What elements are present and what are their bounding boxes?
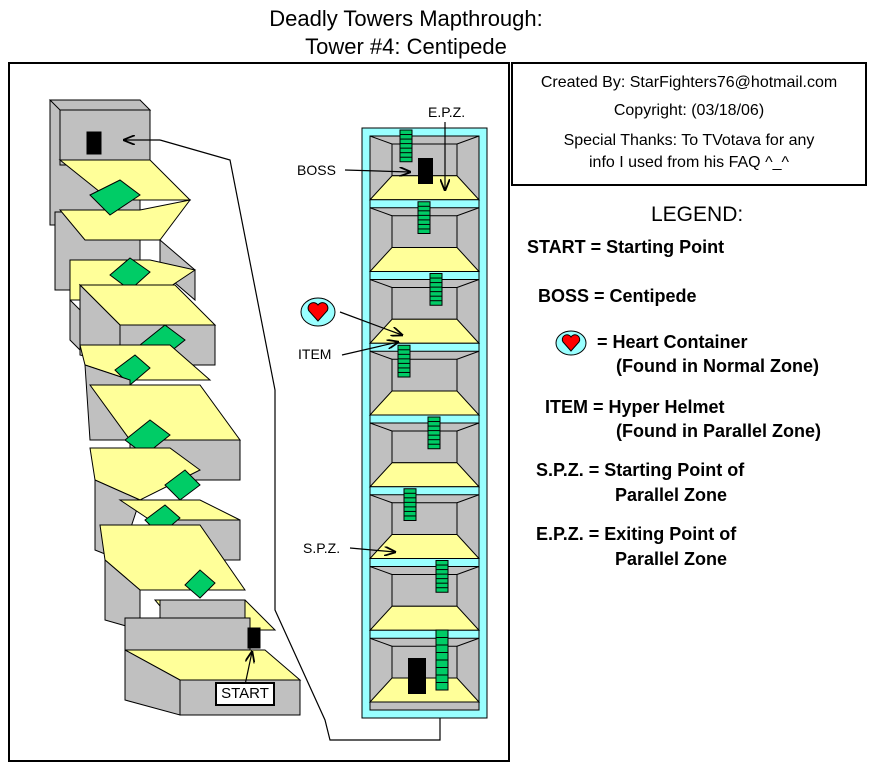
top-door-icon xyxy=(86,131,102,155)
start-label: START xyxy=(215,682,275,706)
start-door-icon xyxy=(247,627,261,649)
floor-divider xyxy=(369,629,480,639)
stairs-ladder xyxy=(435,560,449,593)
floor-back-wall xyxy=(391,502,458,535)
copyright-text: Copyright: (03/18/06) xyxy=(613,102,765,119)
map-heart-icon xyxy=(300,297,336,327)
stairs-ladder xyxy=(429,273,443,306)
map-frame xyxy=(8,62,510,762)
title-line-1: Deadly Towers Mapthrough: xyxy=(269,6,543,31)
boss-label: BOSS xyxy=(297,162,336,178)
legend-item-1: ITEM = Hyper Helmet xyxy=(545,397,725,417)
legend-heart-icon xyxy=(555,330,587,356)
boss-door-icon xyxy=(418,158,433,184)
floor-divider xyxy=(369,558,480,567)
isometric-tower xyxy=(48,99,302,716)
floor-back-wall xyxy=(391,287,458,320)
legend-heart-1: = Heart Container xyxy=(597,332,748,352)
epz-label: E.P.Z. xyxy=(428,104,466,120)
stairs-ladder xyxy=(427,416,441,450)
legend-item-2: (Found in Parallel Zone) xyxy=(616,421,822,441)
legend-spz-1: S.P.Z. = Starting Point of xyxy=(536,460,745,480)
legend-epz-1: E.P.Z. = Exiting Point of xyxy=(536,524,737,544)
spz-label: S.P.Z. xyxy=(303,540,341,556)
stairs-6 xyxy=(164,469,201,501)
stairs-ladder xyxy=(417,201,431,234)
thanks-line-1: Special Thanks: To TVotava for any xyxy=(563,132,815,149)
created-by-text: Created By: StarFighters76@hotmail.com xyxy=(540,74,838,91)
floor-divider xyxy=(369,271,480,280)
legend-spz-2: Parallel Zone xyxy=(615,485,728,505)
floor-divider xyxy=(369,342,480,352)
legend-boss: BOSS = Centipede xyxy=(538,286,697,306)
stairs-ladder xyxy=(399,129,413,163)
item-label: ITEM xyxy=(298,346,332,362)
legend-heart-2: (Found in Normal Zone) xyxy=(616,356,819,376)
legend-epz-2: Parallel Zone xyxy=(615,549,728,569)
floor-divider xyxy=(369,486,480,496)
legend-heading: LEGEND: xyxy=(651,203,744,226)
thanks-line-2: info I used from his FAQ ^_^ xyxy=(589,154,789,171)
stairs-8 xyxy=(184,569,216,599)
stairs-1 xyxy=(89,179,141,216)
floor-divider xyxy=(369,414,480,424)
title-line-2: Tower #4: Centipede xyxy=(305,34,507,59)
stairs-ladder xyxy=(397,344,411,378)
exit-door-icon xyxy=(408,658,426,694)
floor-back-wall xyxy=(391,430,458,464)
stairs-ladder xyxy=(403,488,417,521)
credits-box: Created By: StarFighters76@hotmail.com C… xyxy=(511,62,867,186)
legend-start: START = Starting Point xyxy=(527,237,725,257)
